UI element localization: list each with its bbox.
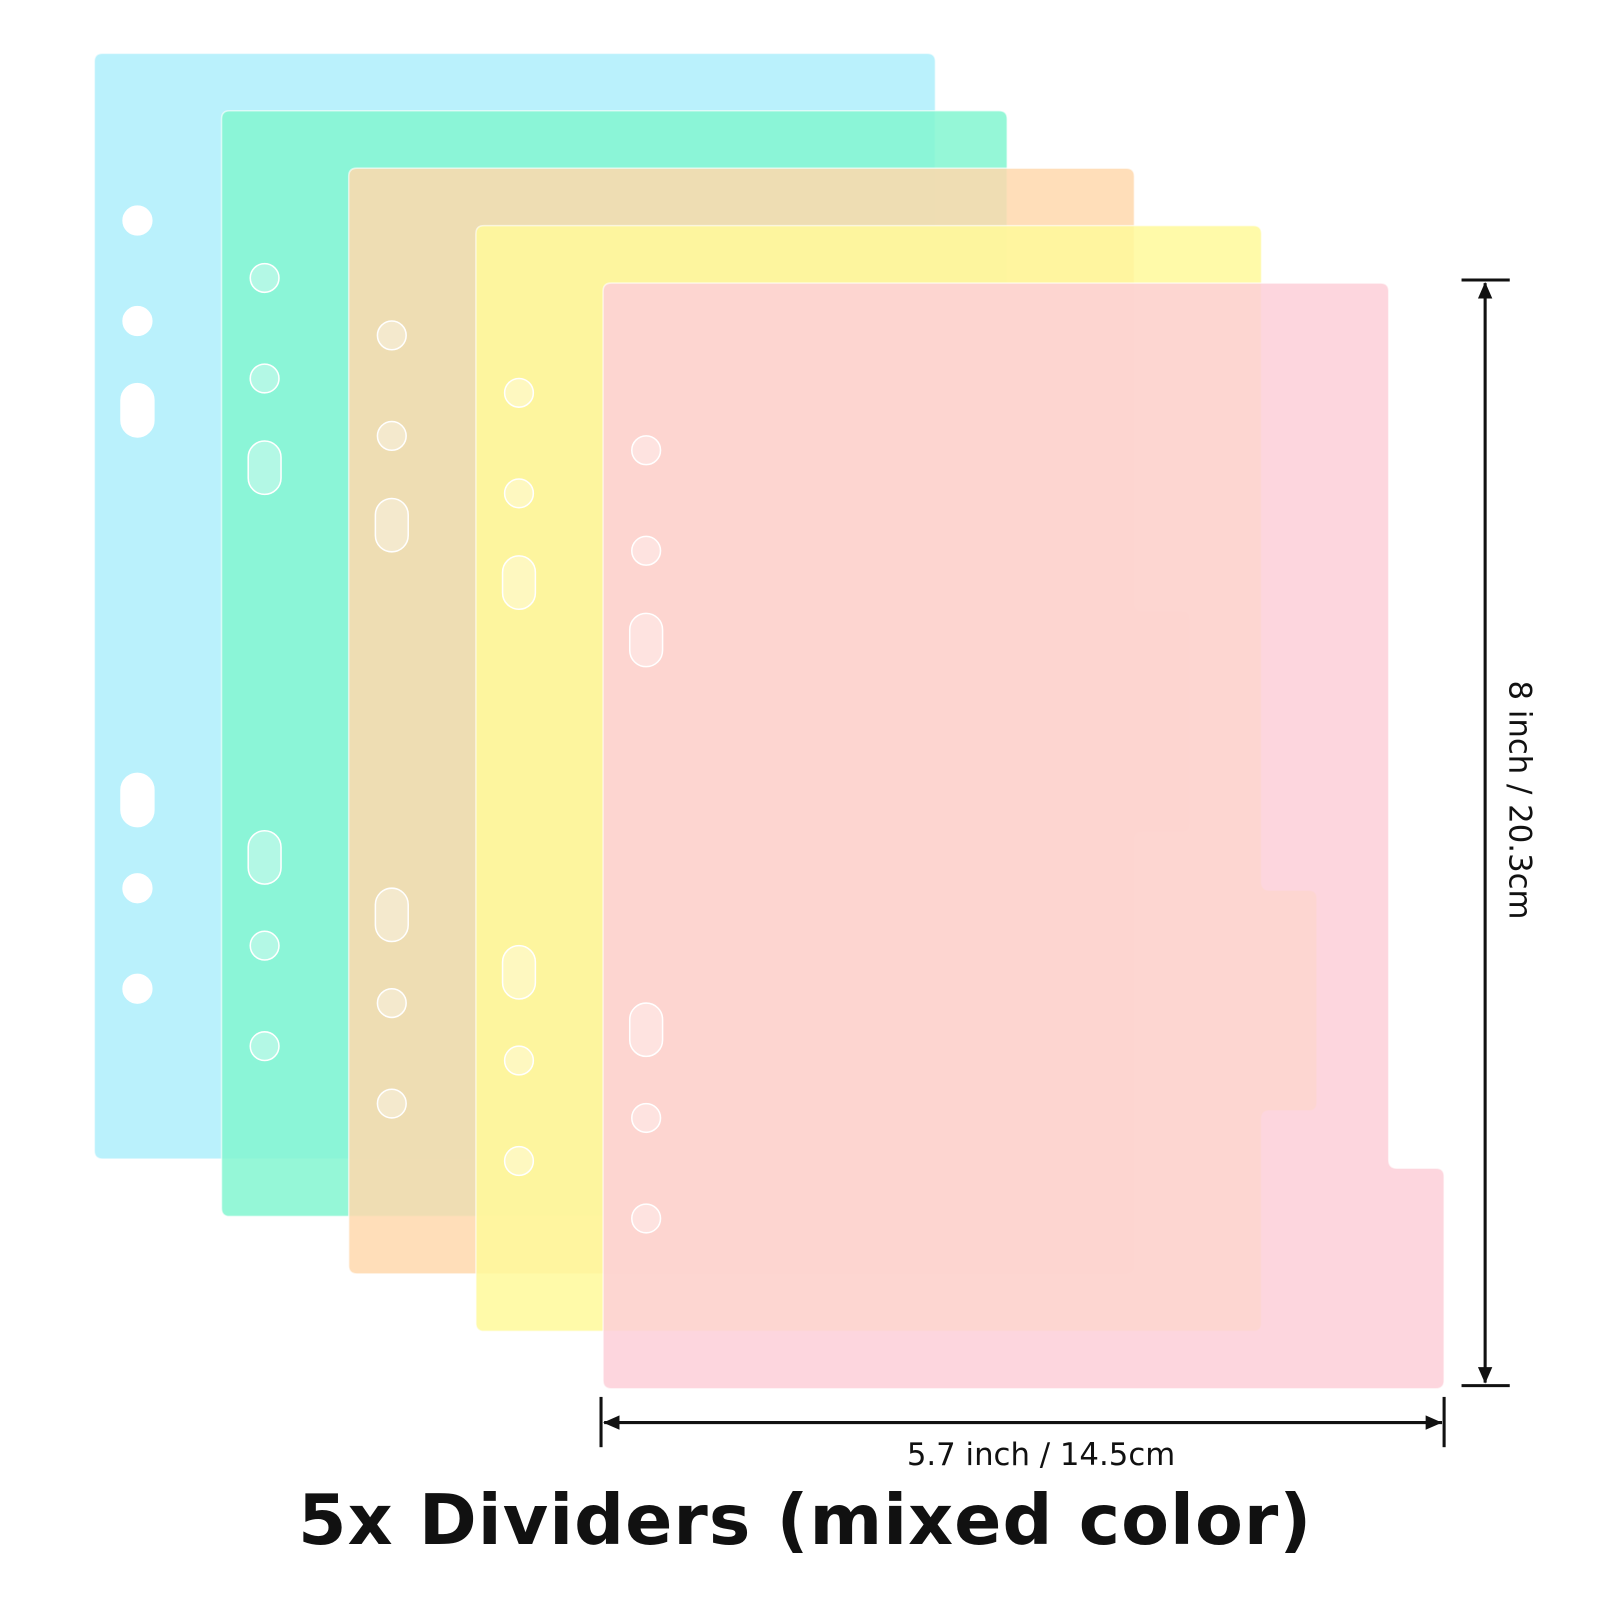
caption: 5x Dividers (mixed color) xyxy=(298,1480,1312,1561)
punch-hole xyxy=(249,1031,280,1062)
sheet xyxy=(602,282,1445,1390)
punch-hole xyxy=(376,320,407,351)
height-label: 8 inch / 20.3cm xyxy=(1501,680,1537,919)
punch-hole xyxy=(247,829,282,885)
width-dimension xyxy=(599,1396,1446,1448)
punch-hole xyxy=(501,944,537,1000)
punch-hole xyxy=(122,873,153,904)
punch-hole xyxy=(122,305,153,337)
punch-hole xyxy=(376,420,407,452)
punch-hole xyxy=(249,363,280,394)
punch-hole xyxy=(122,205,153,236)
punch-hole xyxy=(503,1045,535,1076)
punch-hole xyxy=(501,555,537,610)
punch-hole xyxy=(374,887,409,943)
punch-hole xyxy=(503,1145,535,1177)
punch-hole xyxy=(249,930,280,961)
punch-hole xyxy=(631,435,662,466)
divider-sheet xyxy=(602,282,1445,1390)
punch-hole xyxy=(503,377,535,408)
punch-hole xyxy=(631,1102,662,1134)
punch-hole xyxy=(374,497,409,553)
width-label: 5.7 inch / 14.5cm xyxy=(907,1437,1175,1473)
punch-hole xyxy=(122,973,153,1004)
punch-hole xyxy=(503,478,535,509)
punch-hole xyxy=(376,1088,407,1119)
dividers xyxy=(93,52,1445,1390)
punch-hole xyxy=(249,262,280,294)
punch-hole xyxy=(120,382,155,438)
height-dimension xyxy=(1461,278,1510,1388)
punch-hole xyxy=(628,1002,664,1058)
punch-hole xyxy=(120,772,155,828)
punch-hole xyxy=(628,612,664,668)
punch-hole xyxy=(631,535,662,566)
punch-hole xyxy=(376,987,407,1019)
punch-hole xyxy=(631,1203,662,1234)
punch-hole xyxy=(247,440,282,496)
